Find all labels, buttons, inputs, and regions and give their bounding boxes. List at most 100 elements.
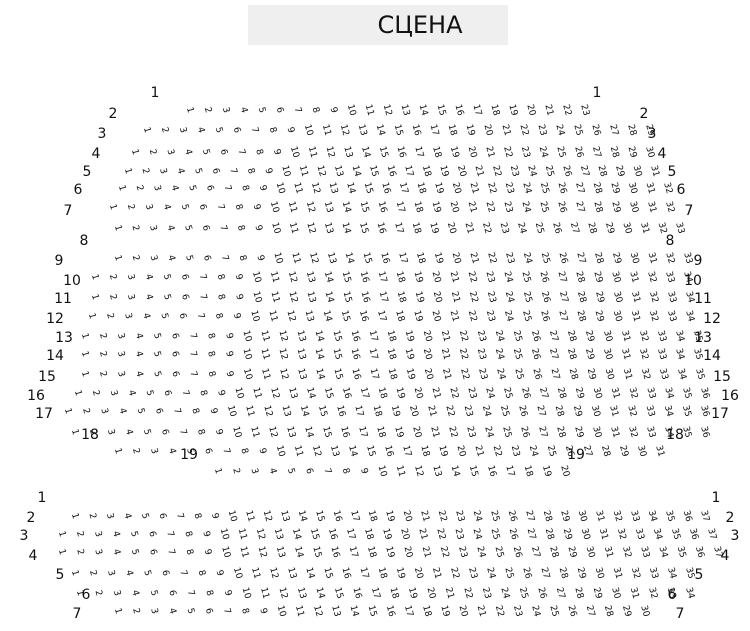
seat-number[interactable]: 7 bbox=[221, 607, 232, 615]
seat-number[interactable]: 8 bbox=[237, 254, 248, 262]
seat-number[interactable]: 28 bbox=[543, 527, 556, 541]
seat-number[interactable]: 19 bbox=[437, 164, 450, 178]
seat-number[interactable]: 23 bbox=[464, 425, 477, 439]
seat-number[interactable]: 3 bbox=[148, 254, 159, 262]
seat-number[interactable]: 9 bbox=[252, 224, 263, 232]
seat-number[interactable]: 4 bbox=[133, 370, 144, 378]
seat-number[interactable]: 30 bbox=[603, 367, 616, 381]
seat-number[interactable]: 1 bbox=[112, 447, 123, 455]
seat-number[interactable]: 12 bbox=[304, 221, 317, 235]
seat-number[interactable]: 24 bbox=[470, 527, 483, 541]
seat-number[interactable]: 20 bbox=[430, 309, 443, 323]
seat-number[interactable]: 32 bbox=[615, 527, 628, 541]
seat-number[interactable]: 31 bbox=[608, 425, 621, 439]
seat-number[interactable]: 33 bbox=[644, 425, 657, 439]
seat-number[interactable]: 26 bbox=[539, 290, 552, 304]
seat-number[interactable]: 3 bbox=[148, 447, 159, 455]
seat-number[interactable]: 22 bbox=[517, 123, 530, 137]
seat-number[interactable]: 30 bbox=[609, 270, 622, 284]
seat-number[interactable]: 12 bbox=[277, 329, 290, 343]
seat-number[interactable]: 32 bbox=[646, 586, 659, 600]
seat-number[interactable]: 17 bbox=[358, 386, 371, 400]
seat-number[interactable]: 22 bbox=[466, 309, 479, 323]
seat-number[interactable]: 9 bbox=[209, 512, 220, 520]
seat-number[interactable]: 24 bbox=[521, 251, 534, 265]
seat-number[interactable]: 26 bbox=[566, 604, 579, 618]
seat-number[interactable]: 18 bbox=[362, 527, 375, 541]
seat-number[interactable]: 20 bbox=[450, 181, 463, 195]
seat-number[interactable]: 4 bbox=[165, 254, 176, 262]
seat-number[interactable]: 3 bbox=[92, 530, 103, 538]
seat-number[interactable]: 2 bbox=[125, 203, 136, 211]
seat-number[interactable]: 3 bbox=[98, 407, 109, 415]
seat-number[interactable]: 26 bbox=[516, 404, 529, 418]
seat-number[interactable]: 22 bbox=[448, 566, 461, 580]
seat-number[interactable]: 17 bbox=[367, 347, 380, 361]
seat-number[interactable]: 16 bbox=[410, 123, 423, 137]
seat-number[interactable]: 33 bbox=[655, 329, 668, 343]
seat-number[interactable]: 14 bbox=[347, 604, 360, 618]
seat-number[interactable]: 15 bbox=[332, 586, 345, 600]
seat-number[interactable]: 15 bbox=[331, 329, 344, 343]
seat-number[interactable]: 16 bbox=[378, 251, 391, 265]
seat-number[interactable]: 7 bbox=[195, 312, 206, 320]
seat-number[interactable]: 31 bbox=[646, 251, 659, 265]
seat-number[interactable]: 18 bbox=[371, 404, 384, 418]
seat-number[interactable]: 17 bbox=[347, 545, 360, 559]
seat-number[interactable]: 5 bbox=[151, 350, 162, 358]
seat-number[interactable]: 11 bbox=[243, 509, 256, 523]
seat-number[interactable]: 6 bbox=[153, 407, 164, 415]
seat-number[interactable]: 18 bbox=[488, 103, 501, 117]
seat-number[interactable]: 4 bbox=[117, 407, 128, 415]
seat-number[interactable]: 3 bbox=[115, 370, 126, 378]
seat-number[interactable]: 31 bbox=[621, 367, 634, 381]
seat-number[interactable]: 7 bbox=[217, 224, 228, 232]
seat-number[interactable]: 33 bbox=[657, 367, 670, 381]
seat-number[interactable]: 31 bbox=[653, 444, 666, 458]
seat-number[interactable]: 15 bbox=[361, 251, 374, 265]
seat-number[interactable]: 25 bbox=[521, 290, 534, 304]
seat-number[interactable]: 35 bbox=[680, 425, 693, 439]
seat-number[interactable]: 33 bbox=[665, 586, 678, 600]
seat-number[interactable]: 8 bbox=[233, 203, 244, 211]
seat-number[interactable]: 36 bbox=[693, 545, 706, 559]
seat-number[interactable]: 32 bbox=[639, 367, 652, 381]
seat-number[interactable]: 17 bbox=[367, 329, 380, 343]
seat-number[interactable]: 21 bbox=[449, 290, 462, 304]
seat-number[interactable]: 35 bbox=[693, 367, 706, 381]
seat-number[interactable]: 11 bbox=[259, 367, 272, 381]
seat-number[interactable]: 21 bbox=[425, 404, 438, 418]
seat-number[interactable]: 24 bbox=[519, 200, 532, 214]
seat-number[interactable]: 30 bbox=[593, 566, 606, 580]
seat-number[interactable]: 22 bbox=[485, 251, 498, 265]
seat-number[interactable]: 27 bbox=[568, 221, 581, 235]
seat-number[interactable]: 31 bbox=[638, 221, 651, 235]
seat-number[interactable]: 17 bbox=[368, 367, 381, 381]
seat-number[interactable]: 6 bbox=[179, 273, 190, 281]
seat-number[interactable]: 10 bbox=[288, 145, 301, 159]
seat-number[interactable]: 34 bbox=[683, 290, 696, 304]
seat-number[interactable]: 24 bbox=[493, 347, 506, 361]
seat-number[interactable]: 35 bbox=[663, 509, 676, 523]
seat-number[interactable]: 5 bbox=[161, 293, 172, 301]
seat-number[interactable]: 8 bbox=[245, 167, 256, 175]
seat-number[interactable]: 11 bbox=[258, 329, 271, 343]
seat-number[interactable]: 13 bbox=[286, 386, 299, 400]
seat-number[interactable]: 27 bbox=[578, 164, 591, 178]
seat-number[interactable]: 16 bbox=[453, 103, 466, 117]
seat-number[interactable]: 21 bbox=[466, 200, 479, 214]
seat-number[interactable]: 3 bbox=[105, 428, 116, 436]
seat-number[interactable]: 34 bbox=[665, 566, 678, 580]
seat-number[interactable]: 1 bbox=[69, 428, 80, 436]
seat-number[interactable]: 26 bbox=[537, 270, 550, 284]
seat-number[interactable]: 4 bbox=[169, 184, 180, 192]
seat-number[interactable]: 33 bbox=[655, 347, 668, 361]
seat-number[interactable]: 11 bbox=[289, 251, 302, 265]
seat-number[interactable]: 11 bbox=[248, 425, 261, 439]
seat-number[interactable]: 15 bbox=[392, 123, 405, 137]
seat-number[interactable]: 17 bbox=[375, 309, 388, 323]
seat-number[interactable]: 16 bbox=[485, 464, 498, 478]
seat-number[interactable]: 25 bbox=[545, 444, 558, 458]
seat-number[interactable]: 18 bbox=[420, 604, 433, 618]
seat-number[interactable]: 8 bbox=[238, 447, 249, 455]
